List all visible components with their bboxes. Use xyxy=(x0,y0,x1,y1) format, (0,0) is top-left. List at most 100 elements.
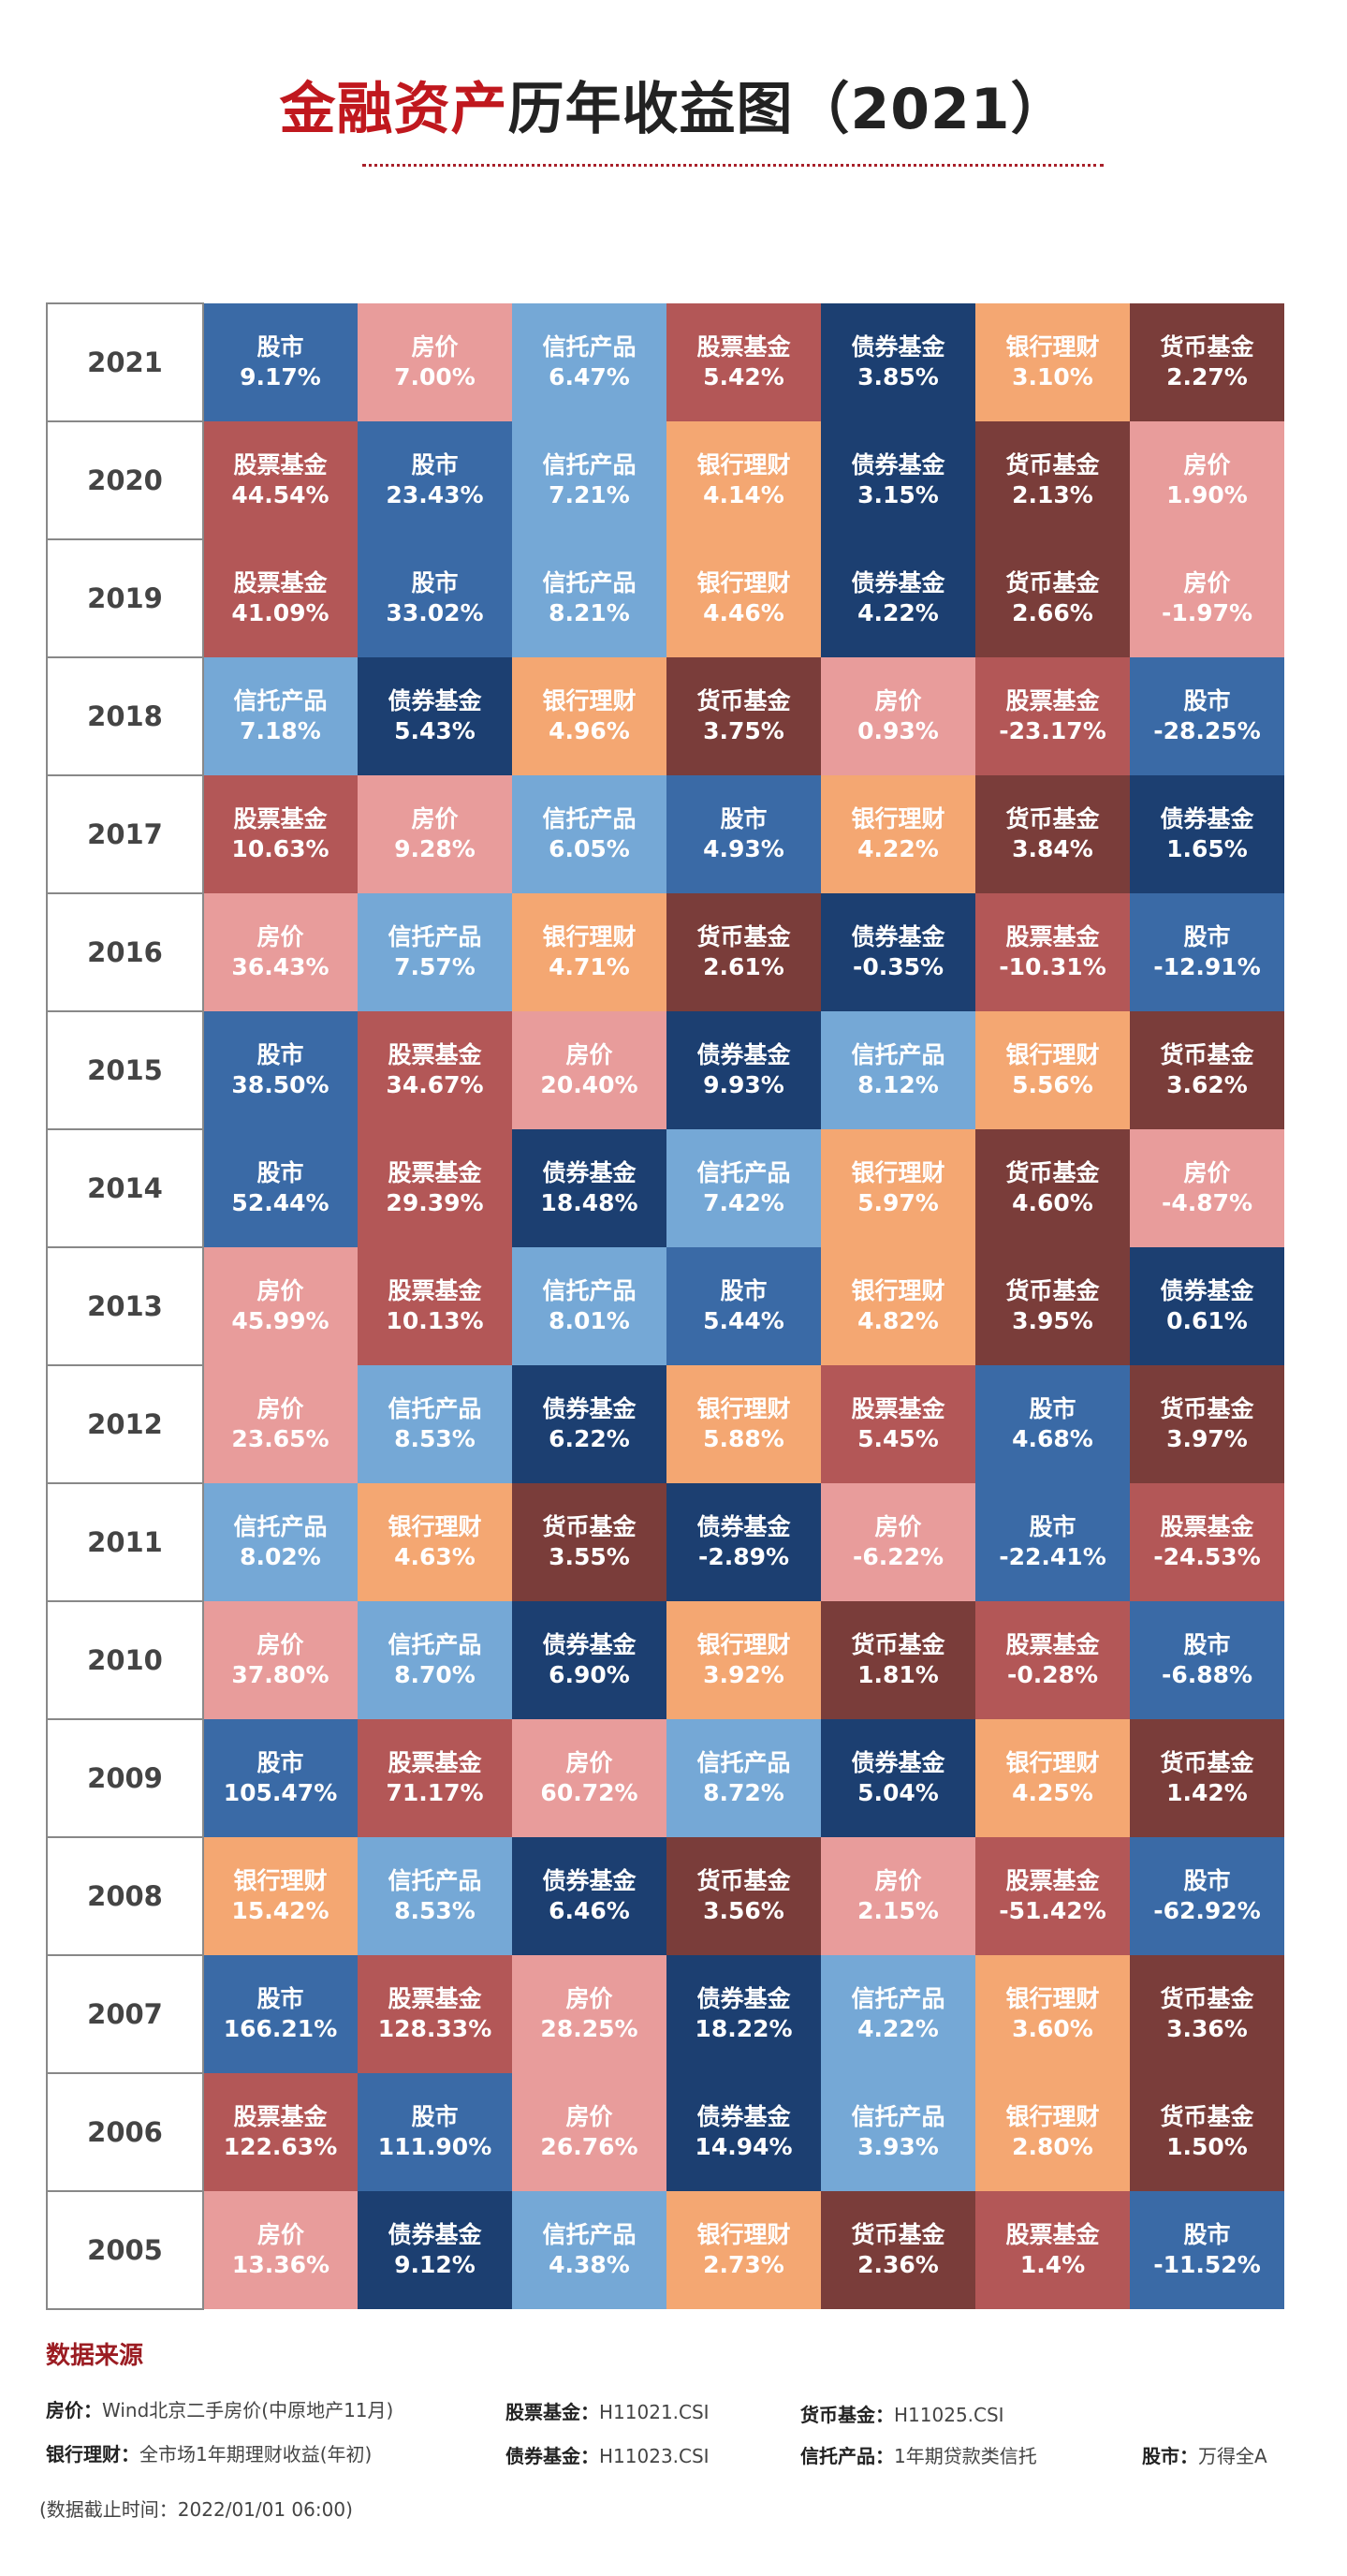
return-cell: 银行理财 15.42% xyxy=(203,1837,358,1955)
return-value: 3.36% xyxy=(1166,2015,1248,2042)
return-cell: 股市 9.17% xyxy=(203,303,358,421)
asset-name: 银行理财 xyxy=(696,2221,791,2248)
return-cell: 股票基金 41.09% xyxy=(203,539,358,657)
return-value: 7.00% xyxy=(394,363,476,390)
return-cell: 货币基金 3.36% xyxy=(1130,1955,1284,2073)
return-cell: 信托产品 7.57% xyxy=(358,893,512,1011)
return-value: 10.63% xyxy=(231,835,329,862)
return-cell: 信托产品 8.21% xyxy=(512,539,666,657)
asset-name: 银行理财 xyxy=(696,1395,791,1422)
return-value: 36.43% xyxy=(231,953,329,980)
return-cell: 股市 52.44% xyxy=(203,1129,358,1247)
asset-name: 股票基金 xyxy=(388,1749,482,1776)
return-value: -62.92% xyxy=(1153,1897,1261,1924)
asset-name: 信托产品 xyxy=(388,923,482,950)
return-cell: 信托产品 8.53% xyxy=(358,1837,512,1955)
asset-name: 债券基金 xyxy=(851,1749,945,1776)
return-value: 5.88% xyxy=(703,1425,784,1452)
return-value: 3.85% xyxy=(857,363,939,390)
return-cell: 货币基金 1.42% xyxy=(1130,1719,1284,1837)
return-value: -51.42% xyxy=(999,1897,1106,1924)
page-title: 金融资产历年收益图（2021） xyxy=(0,64,1347,145)
asset-name: 房价 xyxy=(256,2221,304,2248)
table-row: 2013 房价 45.99% 股票基金 10.13% 信托产品 8.01% 股市 5.44% 银行… xyxy=(46,1246,1284,1366)
return-cell: 银行理财 4.46% xyxy=(666,539,821,657)
return-value: 3.60% xyxy=(1012,2015,1093,2042)
return-cell: 股票基金 5.45% xyxy=(821,1365,975,1483)
asset-name: 信托产品 xyxy=(233,1513,328,1540)
return-value: 14.94% xyxy=(695,2133,793,2160)
return-cell: 房价 -4.87% xyxy=(1130,1129,1284,1247)
return-value: 4.22% xyxy=(857,599,939,626)
asset-name: 房价 xyxy=(565,2103,613,2130)
asset-name: 股市 xyxy=(1183,687,1231,714)
return-cell: 货币基金 2.66% xyxy=(975,539,1130,657)
return-value: -4.87% xyxy=(1161,1189,1253,1216)
asset-name: 股票基金 xyxy=(851,1395,945,1422)
year-label: 2014 xyxy=(46,1128,204,1248)
asset-name: 房价 xyxy=(256,923,304,950)
return-cell: 股票基金 128.33% xyxy=(358,1955,512,2073)
return-cell: 股市 4.93% xyxy=(666,775,821,893)
asset-name: 股市 xyxy=(256,1749,304,1776)
asset-name: 房价 xyxy=(565,1749,613,1776)
return-cell: 信托产品 6.47% xyxy=(512,303,666,421)
return-value: 8.02% xyxy=(240,1543,321,1570)
asset-name: 银行理财 xyxy=(542,923,637,950)
asset-name: 货币基金 xyxy=(851,2221,945,2248)
return-value: 111.90% xyxy=(377,2133,492,2160)
asset-name: 银行理财 xyxy=(851,1277,945,1304)
return-value: 8.72% xyxy=(703,1779,784,1806)
asset-name: 股票基金 xyxy=(388,1985,482,2012)
source-value: H11025.CSI xyxy=(894,2404,1004,2426)
asset-name: 银行理财 xyxy=(1005,1041,1100,1068)
return-value: 3.15% xyxy=(857,481,939,508)
table-row: 2018 信托产品 7.18% 债券基金 5.43% 银行理财 4.96% 货币基金 3.75%… xyxy=(46,656,1284,776)
return-cell: 房价 2.15% xyxy=(821,1837,975,1955)
source-item: 股市：万得全A xyxy=(1142,2441,1267,2468)
return-cell: 货币基金 2.13% xyxy=(975,421,1130,539)
table-row: 2012 房价 23.65% 信托产品 8.53% 债券基金 6.22% 银行理财 5.88% 股… xyxy=(46,1364,1284,1484)
return-cell: 债券基金 9.12% xyxy=(358,2191,512,2309)
return-value: 2.80% xyxy=(1012,2133,1093,2160)
return-value: 0.61% xyxy=(1166,1307,1248,1334)
return-cell: 货币基金 2.27% xyxy=(1130,303,1284,421)
return-cell: 股市 33.02% xyxy=(358,539,512,657)
return-cell: 货币基金 2.36% xyxy=(821,2191,975,2309)
year-label: 2017 xyxy=(46,774,204,894)
return-value: 2.61% xyxy=(703,953,784,980)
table-row: 2009 股市 105.47% 股票基金 71.17% 房价 60.72% 信托产品 8.72%… xyxy=(46,1718,1284,1838)
return-cell: 信托产品 7.21% xyxy=(512,421,666,539)
return-value: 18.48% xyxy=(540,1189,638,1216)
asset-name: 货币基金 xyxy=(1160,1041,1254,1068)
return-cell: 股票基金 -23.17% xyxy=(975,657,1130,775)
return-value: 44.54% xyxy=(231,481,329,508)
return-cell: 银行理财 5.97% xyxy=(821,1129,975,1247)
asset-name: 股票基金 xyxy=(1005,923,1100,950)
asset-name: 货币基金 xyxy=(1005,451,1100,478)
source-label: 股市： xyxy=(1142,2445,1198,2467)
return-cell: 房价 36.43% xyxy=(203,893,358,1011)
return-value: 2.36% xyxy=(857,2251,939,2278)
asset-name: 房价 xyxy=(256,1395,304,1422)
asset-name: 股市 xyxy=(411,569,459,596)
asset-name: 信托产品 xyxy=(851,1041,945,1068)
return-value: 1.4% xyxy=(1019,2251,1086,2278)
return-cell: 房价 13.36% xyxy=(203,2191,358,2309)
return-cell: 银行理财 3.60% xyxy=(975,1955,1130,2073)
asset-name: 货币基金 xyxy=(1160,1985,1254,2012)
asset-name: 信托产品 xyxy=(388,1867,482,1894)
asset-name: 银行理财 xyxy=(542,687,637,714)
asset-name: 股票基金 xyxy=(233,805,328,832)
return-cell: 债券基金 18.48% xyxy=(512,1129,666,1247)
asset-name: 股市 xyxy=(1029,1395,1076,1422)
asset-name: 股票基金 xyxy=(233,569,328,596)
asset-name: 信托产品 xyxy=(696,1159,791,1186)
return-cell: 银行理财 4.96% xyxy=(512,657,666,775)
asset-name: 债券基金 xyxy=(696,2103,791,2130)
return-value: 23.43% xyxy=(386,481,484,508)
asset-name: 股票基金 xyxy=(1005,2221,1100,2248)
table-row: 2015 股市 38.50% 股票基金 34.67% 房价 20.40% 债券基金 9.93% 信… xyxy=(46,1010,1284,1130)
return-cell: 股票基金 71.17% xyxy=(358,1719,512,1837)
title-divider xyxy=(362,164,1104,167)
